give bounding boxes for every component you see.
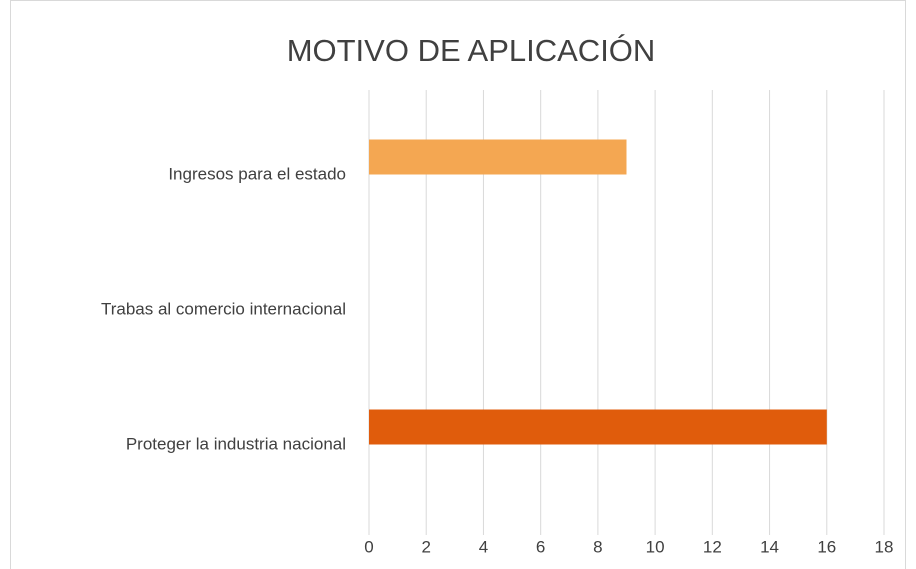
bar <box>369 139 627 175</box>
chart-border <box>10 0 906 569</box>
x-tick-label: 12 <box>703 537 722 556</box>
x-tick-label: 14 <box>760 537 779 556</box>
y-tick-label: Trabas al comercio internacional <box>101 299 346 318</box>
x-tick-label: 18 <box>875 537 894 556</box>
y-tick-label: Ingresos para el estado <box>168 164 346 183</box>
bar <box>369 409 827 445</box>
chart-title: MOTIVO DE APLICACIÓN <box>287 33 656 68</box>
x-tick-label: 8 <box>593 537 602 556</box>
y-tick-label: Proteger la industria nacional <box>126 434 346 453</box>
x-tick-label: 10 <box>646 537 665 556</box>
x-tick-label: 2 <box>421 537 430 556</box>
x-tick-label: 4 <box>479 537 488 556</box>
x-tick-label: 0 <box>364 537 373 556</box>
x-tick-label: 16 <box>817 537 836 556</box>
x-tick-label: 6 <box>536 537 545 556</box>
